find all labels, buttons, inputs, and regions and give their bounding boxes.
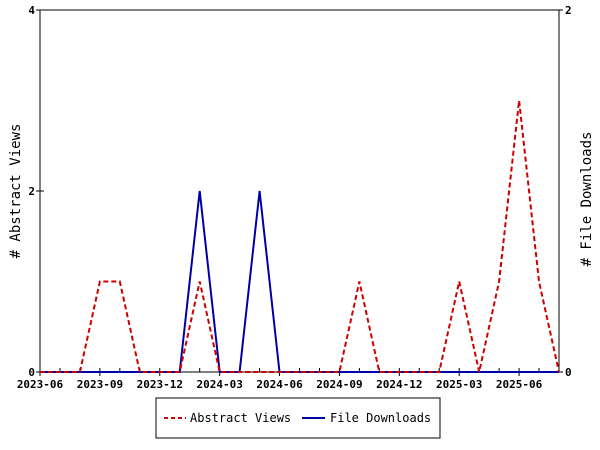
x-tick-label: 2023-06: [17, 378, 64, 391]
x-tick-label: 2024-09: [316, 378, 362, 391]
x-tick-label: 2024-06: [256, 378, 303, 391]
x-tick-label: 2025-03: [436, 378, 482, 391]
y-axis-right-title: # File Downloads: [579, 132, 595, 267]
y-left-tick-label: 0: [28, 366, 35, 379]
x-tick-label: 2024-12: [376, 378, 422, 391]
x-tick-label: 2025-06: [496, 378, 543, 391]
x-tick-label: 2024-03: [196, 378, 242, 391]
y-right-tick-label: 2: [565, 4, 572, 17]
series-line-file-downloads: [40, 190, 559, 373]
y-left-tick-label: 4: [28, 4, 35, 17]
y-left-tick-label: 2: [28, 185, 35, 198]
legend-label-file-downloads: File Downloads: [330, 411, 431, 425]
y-right-tick-label: 0: [565, 366, 572, 379]
series-layer: [40, 100, 560, 373]
legend: Abstract Views File Downloads: [155, 397, 441, 439]
legend-box: [155, 397, 441, 439]
legend-label-abstract-views: Abstract Views: [190, 411, 291, 425]
plot-area: [39, 9, 560, 373]
y-axis-left-title: # Abstract Views: [8, 124, 24, 259]
x-tick-label: 2023-09: [77, 378, 123, 391]
x-tick-label: 2023-12: [137, 378, 183, 391]
